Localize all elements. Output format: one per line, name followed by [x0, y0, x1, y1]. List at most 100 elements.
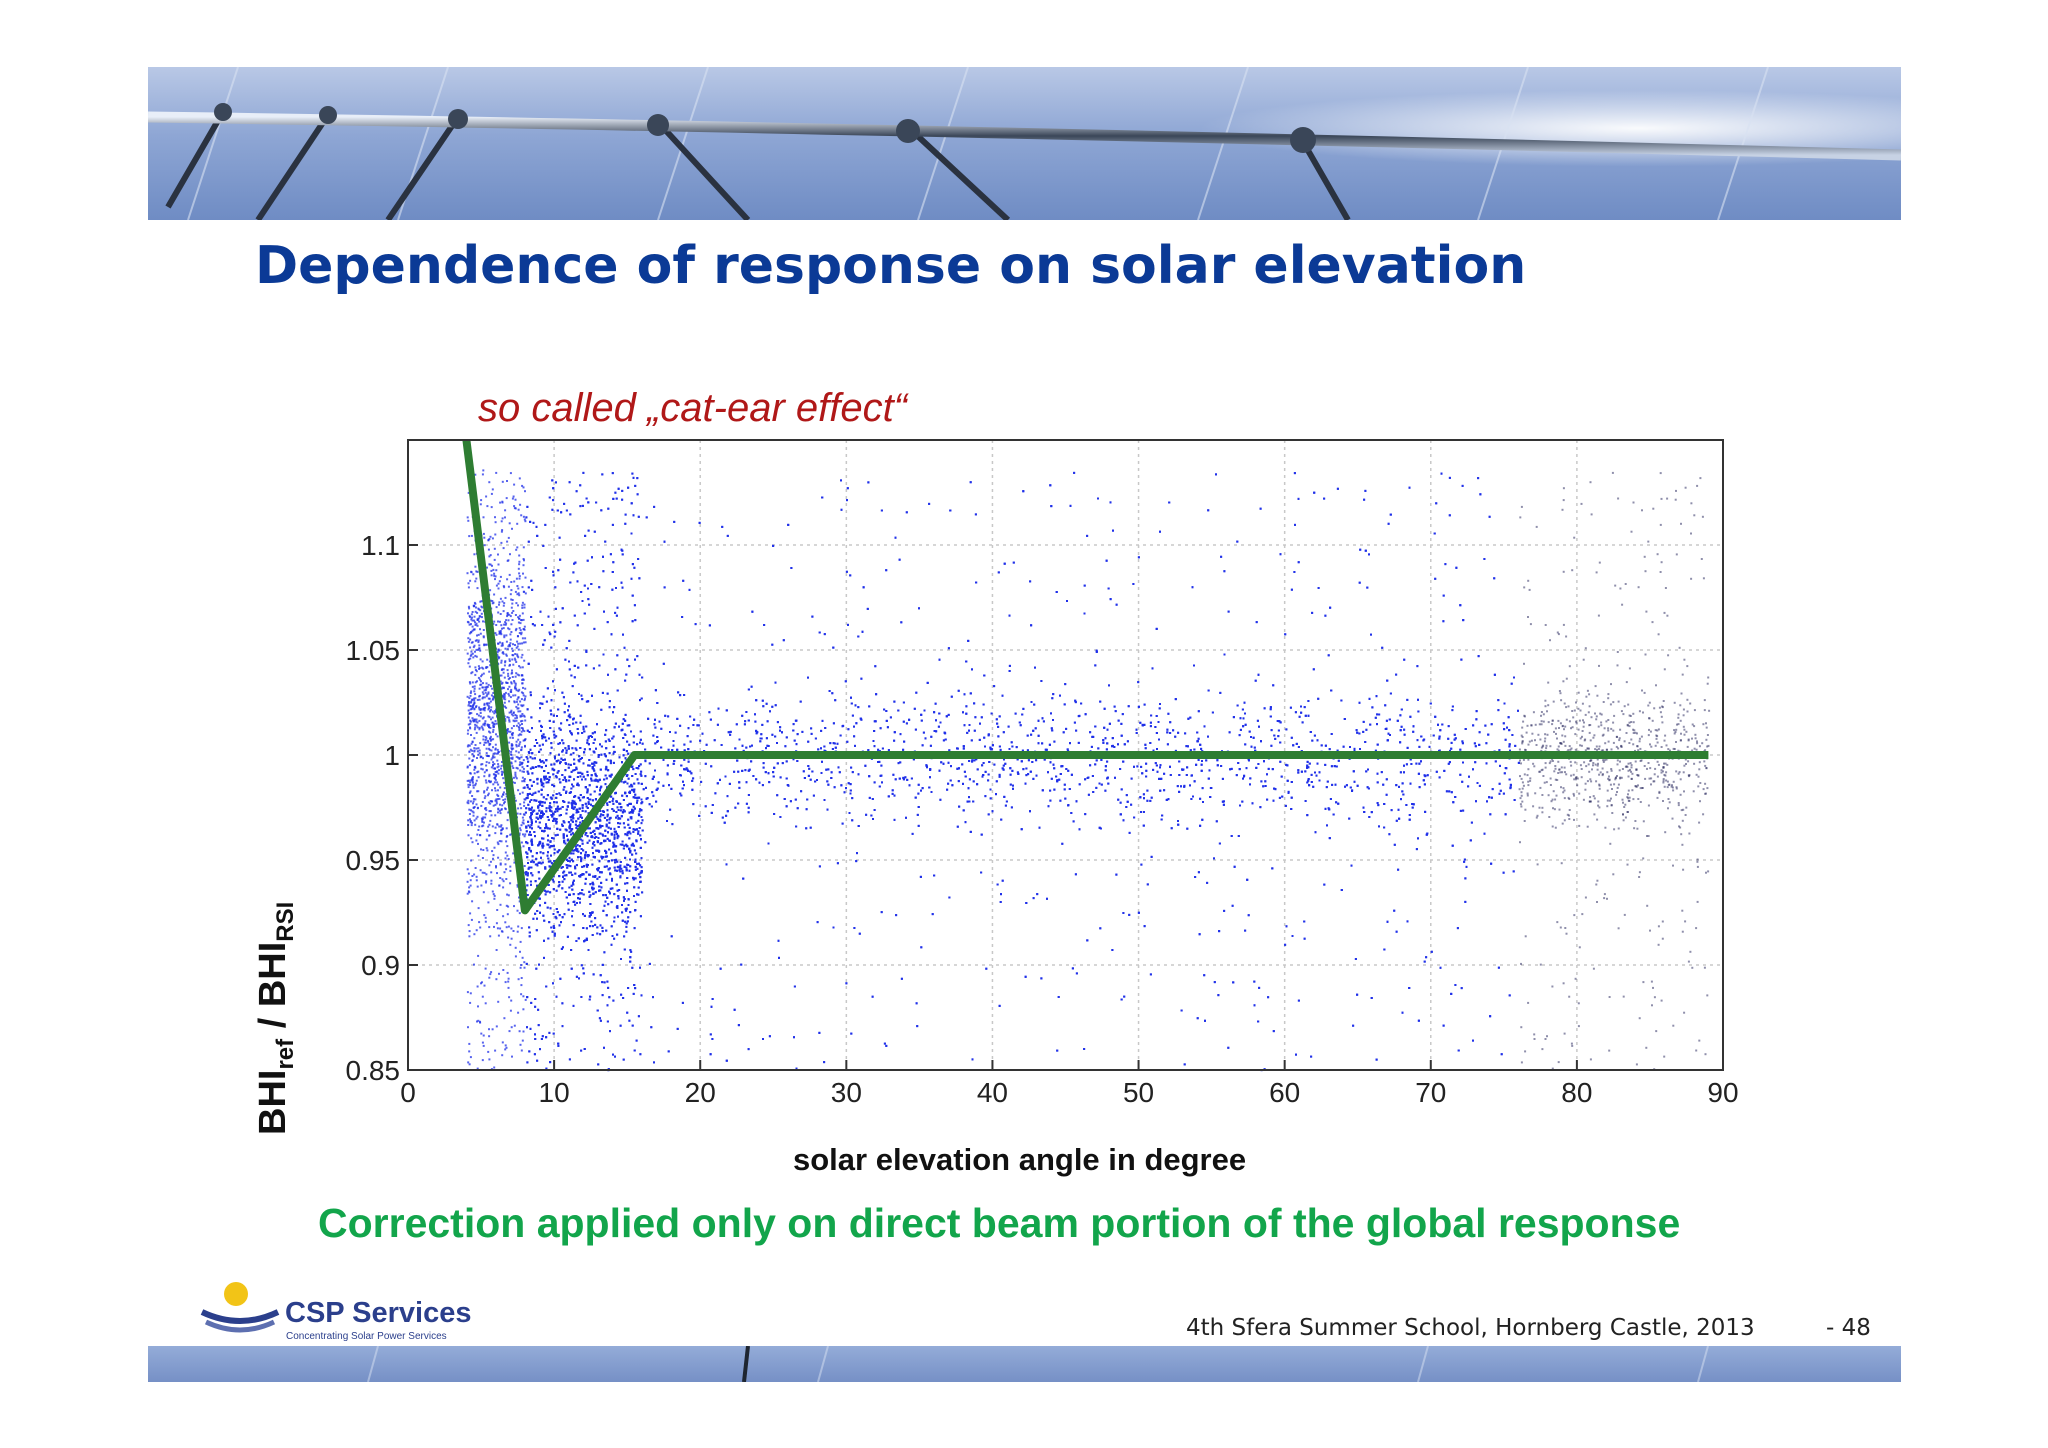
- scatter-point: [496, 798, 499, 801]
- scatter-point: [497, 563, 500, 566]
- scatter-point: [511, 599, 514, 601]
- scatter-point: [503, 696, 506, 698]
- scatter-point: [490, 706, 493, 709]
- scatter-point: [504, 863, 507, 866]
- scatter-point: [497, 1000, 500, 1003]
- scatter-point: [515, 602, 518, 605]
- scatter-point: [497, 751, 500, 754]
- scatter-point: [475, 606, 477, 609]
- scatter-point: [499, 613, 502, 615]
- scatter-point: [482, 757, 484, 760]
- scatter-point: [466, 652, 469, 655]
- scatter-point: [476, 985, 479, 988]
- scatter-point: [486, 704, 489, 707]
- scatter-point: [498, 809, 501, 812]
- scatter-point: [519, 792, 521, 795]
- scatter-point: [487, 739, 489, 742]
- scatter-point: [522, 564, 525, 567]
- scatter-point: [498, 632, 501, 635]
- scatter-point: [471, 652, 474, 655]
- scatter-point: [505, 681, 508, 684]
- scatter-point: [512, 495, 515, 498]
- scatter-point: [492, 761, 495, 764]
- scatter-point: [470, 809, 472, 812]
- scatter-point: [480, 675, 483, 678]
- scatter-point: [485, 754, 488, 757]
- scatter-point: [483, 536, 486, 539]
- scatter-point: [492, 692, 495, 694]
- scatter-point: [492, 893, 495, 896]
- scatter-point: [523, 603, 526, 606]
- scatter-point: [473, 553, 476, 556]
- scatter-point: [512, 747, 515, 750]
- scatter-point: [521, 780, 524, 783]
- scatter-point: [475, 747, 478, 750]
- scatter-point: [474, 473, 477, 476]
- scatter-point: [477, 639, 480, 642]
- scatter-point: [504, 857, 507, 860]
- scatter-point: [506, 612, 509, 615]
- scatter-point: [485, 687, 488, 690]
- scatter-point: [473, 615, 476, 618]
- scatter-point: [520, 993, 523, 996]
- scatter-point: [473, 963, 475, 966]
- scatter-point: [523, 787, 526, 789]
- scatter-point: [499, 597, 502, 600]
- scatter-point: [467, 709, 470, 712]
- scatter-point: [516, 653, 519, 656]
- scatter-point: [508, 677, 511, 679]
- scatter-point: [495, 606, 498, 609]
- scatter-point: [510, 589, 513, 592]
- scatter-point: [487, 548, 490, 551]
- scatter-point: [513, 720, 516, 723]
- scatter-point: [502, 686, 505, 689]
- scatter-point: [469, 818, 471, 821]
- scatter-point: [467, 491, 470, 494]
- scatter-point: [507, 536, 510, 539]
- scatter-point: [503, 697, 505, 700]
- scatter-point: [497, 553, 499, 556]
- scatter-point: [512, 781, 515, 784]
- scatter-point: [481, 1059, 484, 1062]
- scatter-point: [466, 779, 469, 782]
- scatter-point: [506, 845, 509, 848]
- scatter-point: [474, 669, 477, 671]
- scatter-point: [495, 802, 498, 805]
- scatter-point: [513, 861, 516, 864]
- scatter-point: [507, 627, 510, 630]
- scatter-point: [492, 730, 495, 733]
- scatter-point: [488, 538, 491, 540]
- scatter-point: [477, 954, 480, 957]
- scatter-point: [485, 682, 488, 685]
- scatter-point: [498, 630, 501, 633]
- scatter-point: [509, 615, 512, 618]
- scatter-point: [491, 537, 494, 540]
- scatter-point: [517, 642, 520, 645]
- scatter-point: [515, 743, 518, 746]
- scatter-point: [481, 686, 484, 689]
- scatter-point: [506, 480, 508, 482]
- scatter-point: [510, 581, 513, 583]
- scatter-point: [467, 779, 470, 782]
- scatter-point: [503, 787, 506, 790]
- scatter-point: [490, 506, 493, 509]
- scatter-point: [507, 936, 510, 939]
- scatter-point: [504, 921, 507, 924]
- scatter-point: [488, 834, 491, 837]
- scatter-point: [511, 676, 514, 678]
- scatter-point: [472, 719, 475, 722]
- scatter-point: [490, 879, 493, 882]
- scatter-point: [479, 609, 482, 612]
- scatter-point: [514, 682, 517, 685]
- scatter-point: [472, 784, 475, 787]
- scatter-point: [519, 629, 522, 632]
- scatter-point: [487, 708, 490, 711]
- scatter-point: [509, 1009, 512, 1012]
- scatter-point: [522, 546, 525, 549]
- scatter-point: [476, 713, 479, 716]
- scatter-point: [497, 611, 500, 614]
- scatter-point: [466, 766, 469, 769]
- scatter-point: [520, 824, 523, 827]
- scatter-point: [521, 678, 524, 681]
- scatter-point: [494, 578, 496, 581]
